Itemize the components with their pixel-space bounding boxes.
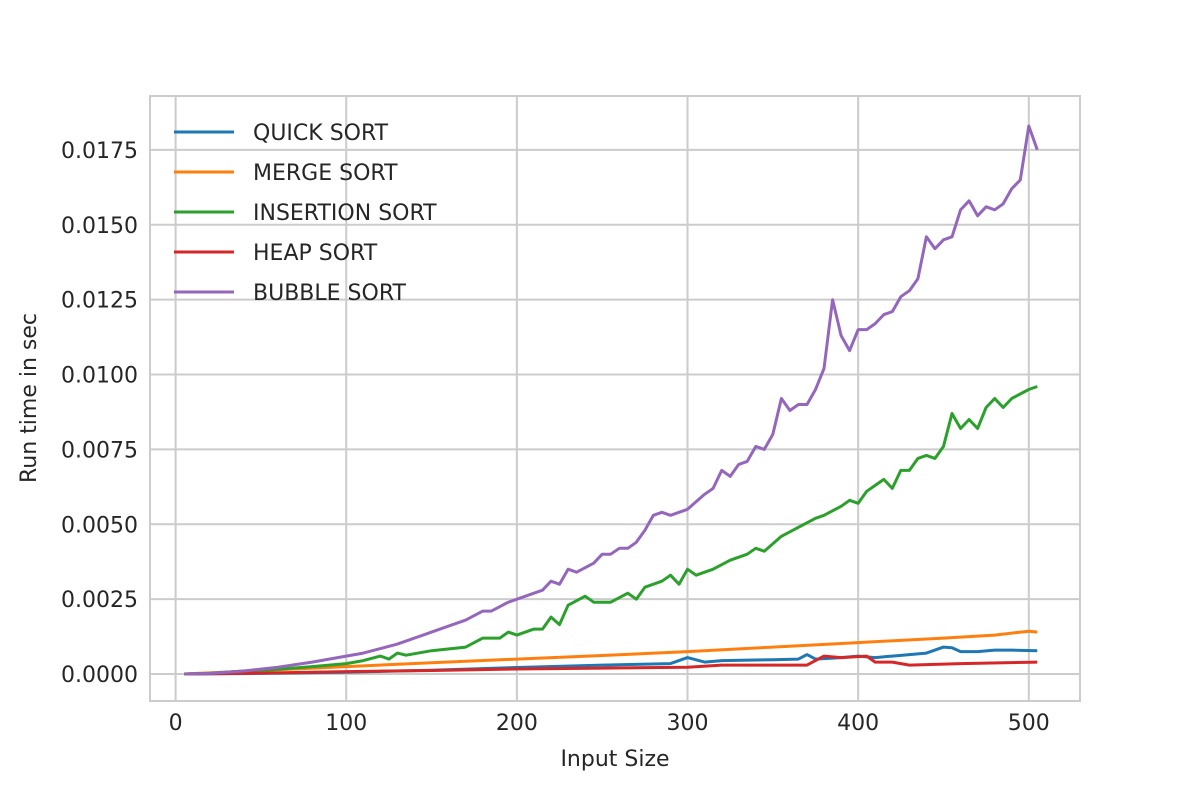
plot-background xyxy=(150,96,1080,701)
x-axis-label: Input Size xyxy=(560,747,669,772)
y-tick-label: 0.0075 xyxy=(61,438,138,463)
series-line-insertion-sort xyxy=(184,385,1038,676)
x-tick-label: 100 xyxy=(325,711,367,736)
y-tick-labels: 0.0000 0.0025 0.0050 0.0075 0.0100 0.0125 0.01… xyxy=(61,139,138,688)
x-tick-label: 200 xyxy=(496,711,538,736)
y-tick-label: 0.0150 xyxy=(61,214,138,239)
legend: QUICK SORT MERGE SORT INSERTION SORT HEAP S… xyxy=(174,121,437,306)
x-tick-label: 300 xyxy=(667,711,709,736)
x-tick-labels: 0 100 200 300 400 500 xyxy=(169,711,1050,736)
series-line-merge-sort xyxy=(184,629,1038,676)
y-tick-label: 0.0175 xyxy=(61,139,138,164)
series-line-bubble-sort xyxy=(184,124,1039,676)
x-tick-label: 0 xyxy=(169,711,183,736)
x-tick-label: 500 xyxy=(1008,711,1050,736)
x-tick-label: 400 xyxy=(837,711,879,736)
series-line-quick-sort xyxy=(184,645,1038,676)
y-tick-label: 0.0100 xyxy=(61,364,138,389)
legend-label-heap-sort: HEAP SORT xyxy=(253,241,378,266)
plot-frame xyxy=(149,95,1081,702)
y-tick-label: 0.0050 xyxy=(61,513,138,538)
legend-label-bubble-sort: BUBBLE SORT xyxy=(253,281,406,306)
legend-label-insertion-sort: INSERTION SORT xyxy=(253,201,437,226)
legend-label-merge-sort: MERGE SORT xyxy=(253,161,398,186)
y-axis-label: Run time in sec xyxy=(17,313,42,483)
y-tick-label: 0.0025 xyxy=(61,588,138,613)
y-tick-label: 0.0000 xyxy=(61,663,138,688)
series-lines xyxy=(184,124,1039,676)
series-line-heap-sort xyxy=(184,654,1038,676)
y-tick-label: 0.0125 xyxy=(61,289,138,314)
legend-label-quick-sort: QUICK SORT xyxy=(253,121,389,146)
gridlines xyxy=(150,96,1080,701)
